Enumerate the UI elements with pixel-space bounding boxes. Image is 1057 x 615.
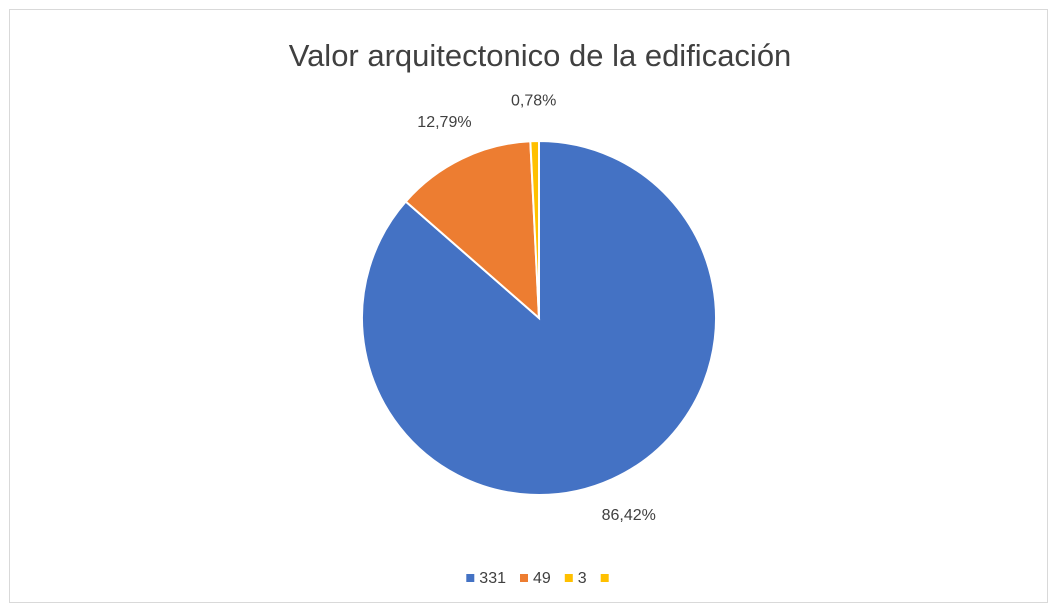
data-label: 0,78%	[511, 92, 556, 109]
legend-swatch	[466, 574, 475, 582]
data-label: 86,42%	[602, 507, 656, 524]
legend-label: 3	[578, 570, 587, 587]
legend-label: 331	[479, 570, 506, 587]
chart-title: Valor arquitectonico de la edificación	[289, 38, 792, 73]
data-label: 12,79%	[417, 114, 471, 131]
legend-swatch	[564, 574, 573, 582]
legend-swatch	[520, 574, 528, 582]
legend-label: 49	[533, 570, 551, 587]
pie-slice	[404, 140, 541, 321]
legend-swatch	[600, 574, 609, 582]
